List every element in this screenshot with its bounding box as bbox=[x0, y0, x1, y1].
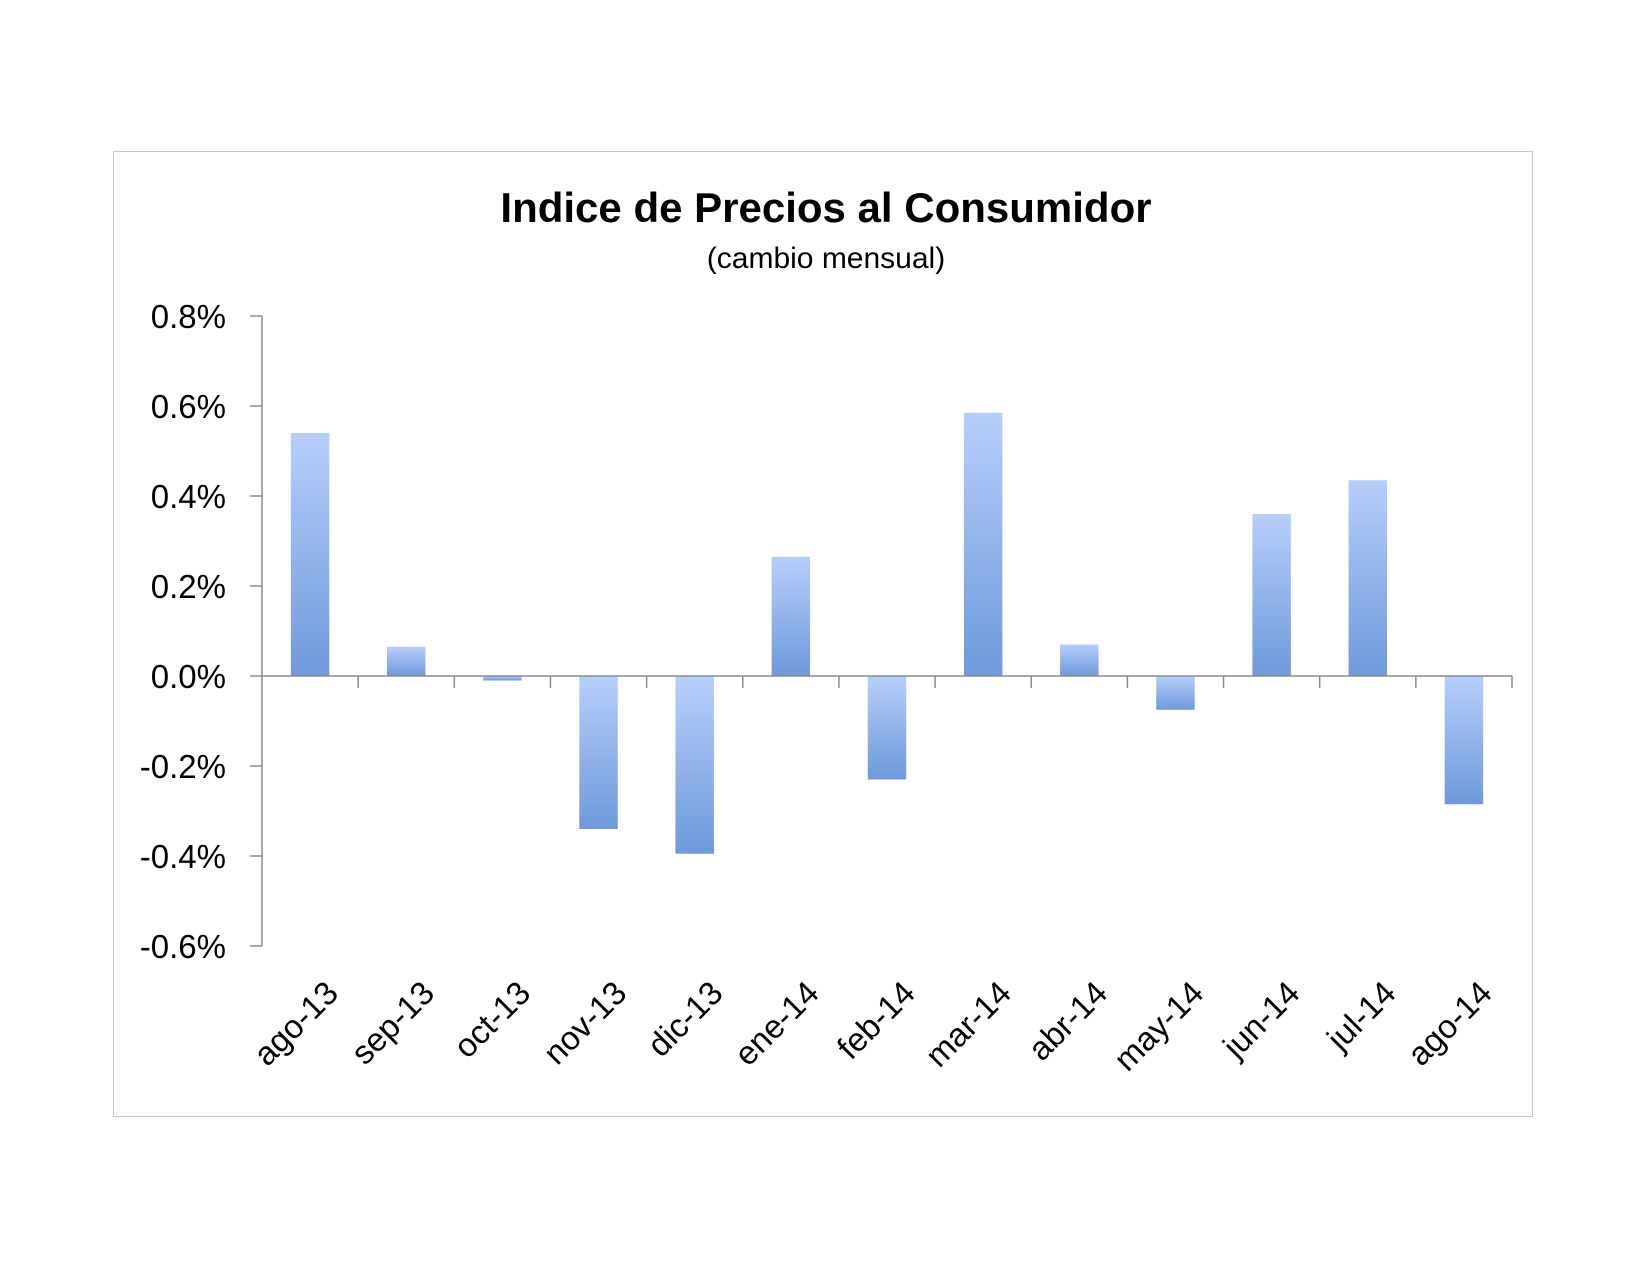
y-tick-label: 0.6% bbox=[151, 388, 226, 425]
bar-ago-14 bbox=[1444, 676, 1484, 805]
y-tick-label: -0.4% bbox=[140, 838, 226, 875]
bar-dic-13 bbox=[675, 676, 714, 854]
x-tick-label: ago-14 bbox=[1400, 974, 1499, 1073]
x-tick-label: oct-13 bbox=[446, 974, 537, 1065]
y-tick-label: -0.2% bbox=[140, 748, 226, 785]
bars-group bbox=[290, 412, 1484, 854]
x-tick-label: nov-13 bbox=[536, 974, 634, 1072]
chart-frame bbox=[113, 151, 1533, 1117]
bar-ago-13 bbox=[290, 433, 330, 676]
y-tick-label: -0.6% bbox=[140, 928, 226, 965]
y-tick-label: 0.2% bbox=[151, 568, 226, 605]
bar-feb-14 bbox=[867, 676, 907, 780]
bar-jul-14 bbox=[1348, 480, 1387, 676]
x-tick-label: may-14 bbox=[1106, 974, 1210, 1078]
x-tick-label: ago-13 bbox=[246, 974, 345, 1073]
x-tick-label: ene-14 bbox=[727, 974, 826, 1073]
bar-oct-13 bbox=[483, 676, 522, 681]
bar-ene-14 bbox=[771, 556, 811, 676]
y-axis: 0.8% 0.6% 0.4% 0.2% 0.0% -0.2% -0.4% -0.6% bbox=[140, 298, 263, 965]
bar-mar-14 bbox=[963, 412, 1003, 676]
x-tick-label: sep-13 bbox=[344, 974, 442, 1072]
x-tick-label: jun-14 bbox=[1215, 974, 1307, 1066]
y-tick-label: 0.0% bbox=[151, 658, 226, 695]
bar-abr-14 bbox=[1060, 644, 1099, 676]
y-tick-label: 0.8% bbox=[151, 298, 226, 335]
x-tick-label: abr-14 bbox=[1021, 974, 1115, 1068]
x-tick-label: mar-14 bbox=[918, 974, 1018, 1074]
bar-nov-13 bbox=[579, 676, 618, 829]
x-tick-label: feb-14 bbox=[830, 974, 922, 1066]
chart-subtitle: (cambio mensual) bbox=[707, 242, 945, 275]
y-tick-label: 0.4% bbox=[151, 478, 226, 515]
chart-title: Indice de Precios al Consumidor bbox=[500, 184, 1151, 231]
bar-jun-14 bbox=[1252, 514, 1291, 676]
x-tick-label: jul-14 bbox=[1319, 974, 1403, 1058]
bar-may-14 bbox=[1156, 676, 1195, 710]
x-tick-label: dic-13 bbox=[640, 974, 730, 1064]
bar-sep-13 bbox=[387, 646, 426, 676]
